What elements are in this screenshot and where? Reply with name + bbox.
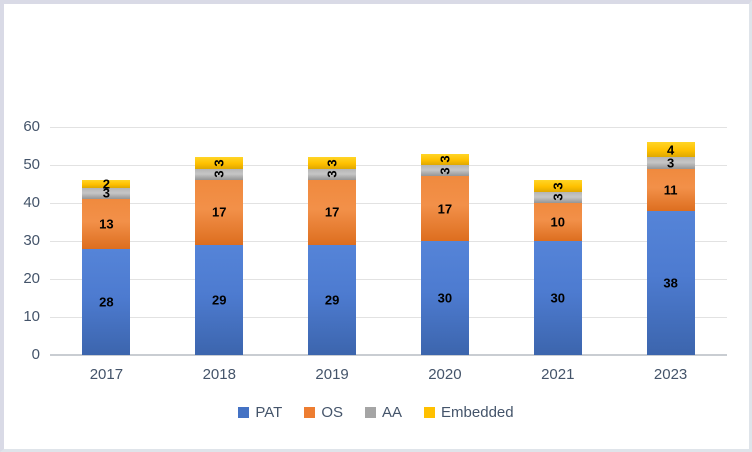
bar-2018-os-segment: 17 <box>195 180 244 245</box>
data-label-2017-pat: 28 <box>99 294 114 310</box>
data-label-2017-embedded: 2 <box>102 176 111 192</box>
data-label-2023-aa: 3 <box>666 155 675 171</box>
data-label-2019-embedded: 3 <box>324 159 340 167</box>
legend-label-aa: AA <box>382 404 403 421</box>
data-label-2023-os: 11 <box>663 182 678 198</box>
data-label-2018-embedded: 3 <box>211 159 227 167</box>
bar-2019-embedded-segment: 3 <box>308 157 357 169</box>
gridline-60 <box>50 127 727 128</box>
bar-2018-pat-segment: 29 <box>195 244 244 355</box>
gridline-10 <box>50 317 727 318</box>
legend-swatch-embedded <box>424 407 436 418</box>
data-label-2019-pat: 29 <box>324 292 340 308</box>
data-label-2020-os: 17 <box>437 201 453 217</box>
bar-2023-embedded-segment: 4 <box>646 142 695 158</box>
data-label-2021-embedded: 3 <box>550 182 566 190</box>
bar-2017-pat-segment: 28 <box>82 248 131 355</box>
bar-2023-os-segment: 11 <box>646 168 695 211</box>
legend-swatch-pat <box>238 407 250 418</box>
y-axis-tick-0: 0 <box>31 346 40 363</box>
bar-2020-aa-segment: 3 <box>420 165 469 177</box>
data-label-2020-pat: 30 <box>437 290 453 306</box>
gridline-20 <box>50 279 727 280</box>
y-axis-tick-40: 40 <box>23 194 40 211</box>
bar-2021-pat-segment: 30 <box>533 241 582 355</box>
data-label-2017-aa: 3 <box>102 185 111 201</box>
data-label-2019-os: 17 <box>324 204 340 220</box>
gridline-50 <box>50 165 727 166</box>
legend-item-pat: PAT <box>238 404 282 421</box>
data-label-2023-embedded: 4 <box>666 142 675 158</box>
data-label-2021-pat: 30 <box>550 290 565 306</box>
bar-2020-pat-segment: 30 <box>420 241 469 355</box>
x-axis-label-2017: 2017 <box>89 366 124 383</box>
data-label-2021-os: 10 <box>550 214 565 230</box>
legend-label-os: OS <box>321 404 344 421</box>
bar-2021-os-segment: 10 <box>533 203 582 241</box>
gridline-30 <box>50 241 727 242</box>
gridline-40 <box>50 203 727 204</box>
legend-item-aa: AA <box>365 404 402 421</box>
y-axis-tick-60: 60 <box>23 118 40 135</box>
data-label-2018-pat: 29 <box>212 292 227 308</box>
legend-swatch-aa <box>365 407 377 418</box>
bar-2023-aa-segment: 3 <box>646 155 695 171</box>
legend-item-embedded: Embedded <box>424 404 514 421</box>
bar-2021-aa-segment: 3 <box>533 191 582 203</box>
legend-item-os: OS <box>304 404 343 421</box>
y-axis-tick-20: 20 <box>23 270 40 287</box>
bar-2019-aa-segment: 3 <box>308 168 357 181</box>
legend-swatch-os <box>304 407 316 418</box>
data-label-2023-pat: 38 <box>663 275 678 291</box>
chart-legend: PAT OS AA Embedded <box>0 404 752 421</box>
bar-2017-embedded-segment: 2 <box>82 176 131 192</box>
data-label-2020-embedded: 3 <box>437 155 453 163</box>
x-axis-line <box>50 354 727 356</box>
y-axis-tick-50: 50 <box>23 156 40 173</box>
x-axis-label-2018: 2018 <box>202 366 236 383</box>
x-axis-label-2020: 2020 <box>428 366 462 383</box>
x-axis-label-2019: 2019 <box>315 366 349 383</box>
data-label-2017-os: 13 <box>99 216 114 232</box>
x-axis-label-2023: 2023 <box>653 366 688 383</box>
legend-label-pat: PAT <box>255 404 283 421</box>
bar-2017-aa-segment: 3 <box>82 185 131 201</box>
y-axis-tick-30: 30 <box>23 232 40 249</box>
bar-2020-os-segment: 17 <box>420 176 469 241</box>
bar-2017-os-segment: 13 <box>82 199 131 249</box>
x-axis-label-2021: 2021 <box>541 366 575 383</box>
bar-2019-pat-segment: 29 <box>308 244 357 355</box>
bar-2023-pat-segment: 38 <box>646 210 695 355</box>
bar-2020-embedded-segment: 3 <box>420 153 469 165</box>
legend-label-embedded: Embedded <box>441 404 514 421</box>
bar-2018-embedded-segment: 3 <box>195 157 244 169</box>
bar-2021-embedded-segment: 3 <box>533 180 582 192</box>
y-axis-tick-10: 10 <box>23 308 40 325</box>
bar-2019-os-segment: 17 <box>308 180 357 245</box>
bar-2018-aa-segment: 3 <box>195 168 244 181</box>
data-label-2018-os: 17 <box>212 204 227 220</box>
